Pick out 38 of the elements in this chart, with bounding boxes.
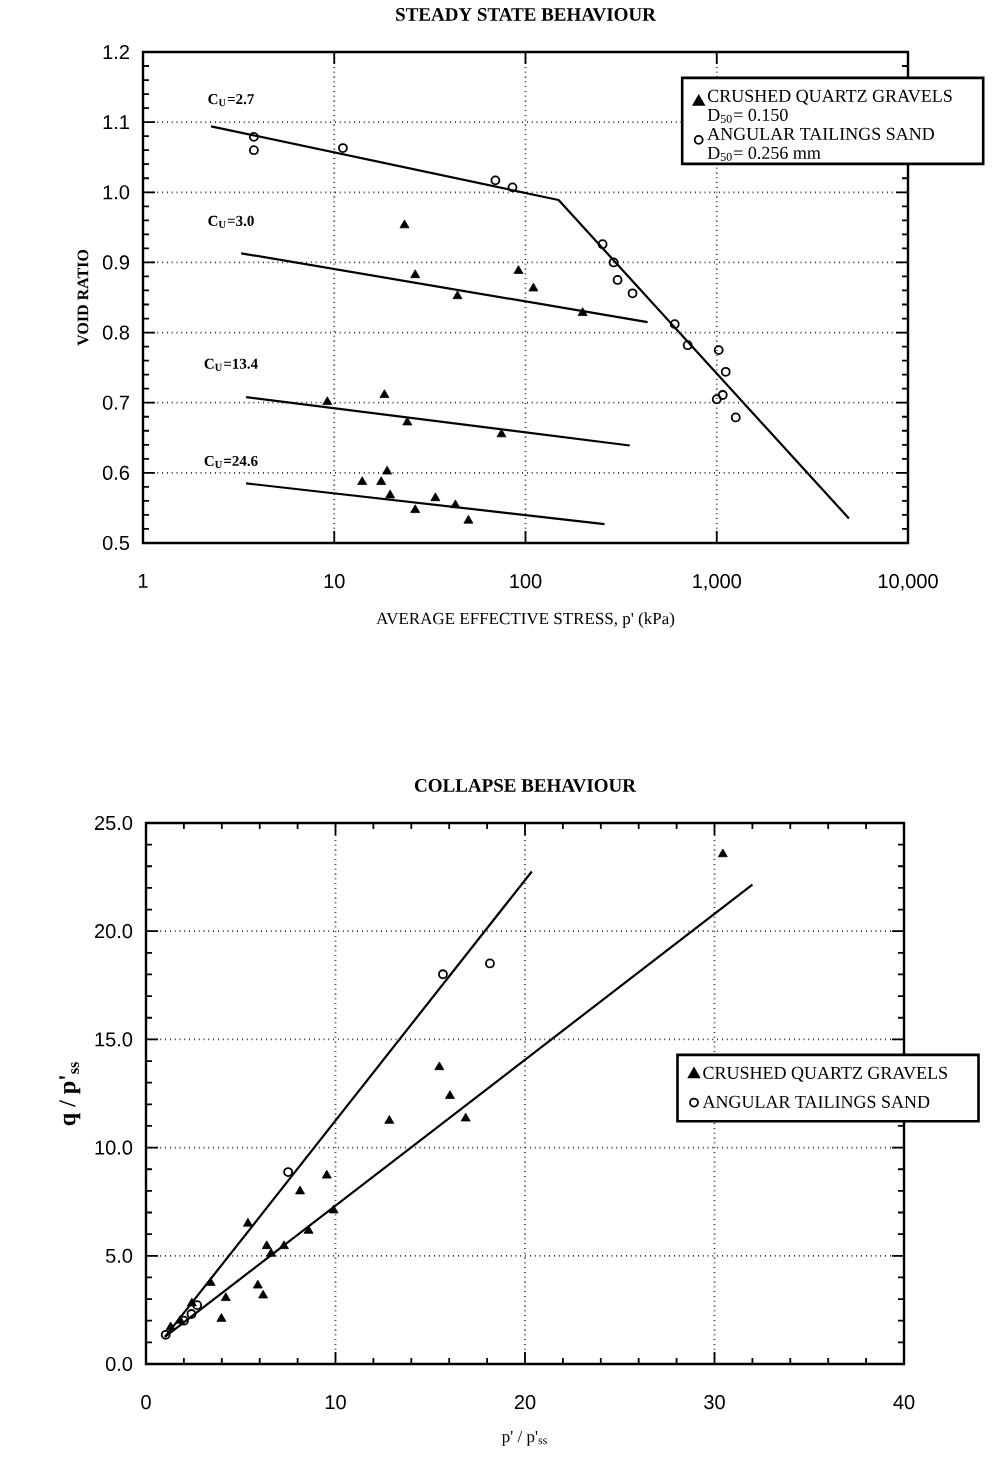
chart-title: COLLAPSE BEHAVIOUR	[414, 779, 637, 792]
x-axis-title: AVERAGE EFFECTIVE STRESS, p' (kPa)	[376, 612, 675, 628]
y-tick-label: 0.0	[105, 1356, 133, 1372]
y-tick-label: 1.2	[103, 45, 129, 59]
x-tick-label: 10	[325, 1395, 346, 1410]
y-tick-label: 10.0	[95, 1140, 133, 1155]
y-tick-label: 5.0	[105, 1248, 133, 1263]
y-tick-label: 0.9	[102, 255, 130, 270]
x-tick-label: 30	[704, 1395, 725, 1410]
y-tick-label: 25.0	[95, 815, 133, 831]
x-tick-label: 10	[324, 574, 345, 589]
chart-title: STEADY STATE BEHAVIOUR	[396, 8, 657, 21]
annotation: C$_{U}$=13.4	[204, 358, 258, 371]
annotation: C$_{U}$=24.6	[204, 455, 258, 469]
legend-label: CRUSHED QUARTZ GRAVELS	[703, 1066, 948, 1082]
y-axis-title: q / p'$_{ss}$	[59, 1062, 81, 1126]
x-tick-label: 10,000	[878, 574, 938, 591]
y-tick-label: 15.0	[95, 1032, 133, 1047]
legend-label: CRUSHED QUARTZ GRAVELS D$_{50}$= 0.150	[707, 89, 952, 123]
annotation: C$_{U}$=2.7	[208, 94, 254, 107]
y-tick-label: 1.0	[103, 185, 130, 200]
y-axis-title: VOID RATIO	[77, 249, 89, 346]
legend-label: ANGULAR TAILINGS SAND	[702, 1095, 930, 1108]
x-tick-label: 100	[510, 574, 542, 589]
annotation: C$_{U}$=3.0	[208, 215, 254, 228]
y-tick-label: 0.6	[102, 465, 130, 480]
x-tick-label: 40	[893, 1395, 915, 1410]
y-tick-label: 20.0	[95, 924, 133, 939]
y-tick-label: 0.7	[102, 395, 129, 410]
legend-label: ANGULAR TAILINGS SAND D$_{50}$= 0.256 mm	[707, 127, 934, 161]
y-tick-label: 0.5	[102, 535, 130, 551]
x-tick-label: 1	[138, 574, 148, 588]
x-tick-label: 0	[141, 1395, 151, 1410]
x-tick-label: 20	[514, 1395, 536, 1410]
x-tick-label: 1,000	[693, 574, 741, 591]
x-axis-title: p' / p'$_{ss}$	[501, 1430, 547, 1446]
y-tick-label: 1.1	[103, 115, 129, 130]
y-tick-label: 0.8	[102, 325, 130, 340]
